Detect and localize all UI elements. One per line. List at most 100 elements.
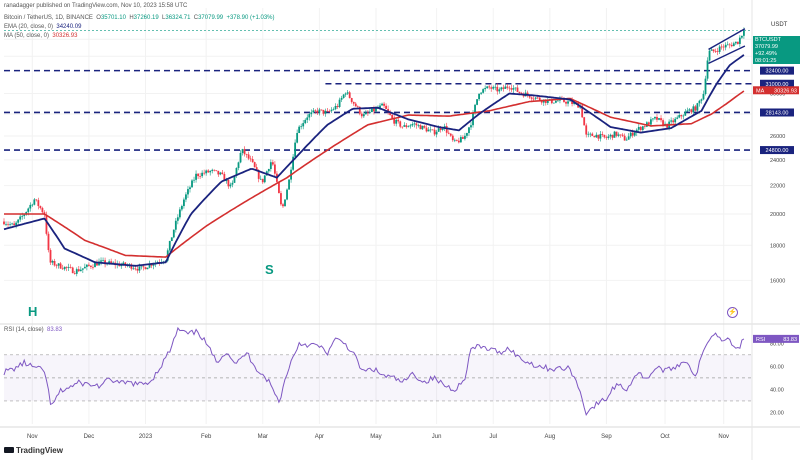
candle-body: [41, 208, 44, 213]
candle-body: [209, 170, 212, 173]
candle-body: [51, 261, 54, 263]
candle-body: [722, 46, 725, 48]
candle-body: [690, 109, 693, 113]
candle-body: [354, 103, 357, 107]
ma-legend[interactable]: MA (50, close, 0) 30326.93: [4, 33, 77, 39]
rsi-line[interactable]: [3, 326, 745, 416]
candle-body: [605, 137, 608, 139]
candle-body: [98, 261, 100, 266]
candle-body: [581, 105, 584, 118]
candle-body: [369, 111, 371, 113]
rsi-legend-value: 83.83: [47, 327, 63, 333]
x-tick-label: Feb: [201, 434, 212, 440]
high-label: H: [129, 15, 134, 21]
candle-body: [320, 109, 323, 111]
candle-body: [480, 92, 483, 94]
symbol-name[interactable]: Bitcoin / TetherUS, 1D, BINANCE: [4, 15, 93, 21]
candle-body: [601, 134, 604, 135]
indicator-tag: [753, 86, 799, 95]
rsi-tick-label: 40.00: [770, 387, 784, 393]
x-tick-label: Oct: [660, 434, 670, 440]
candle-body: [286, 189, 288, 200]
candle-body: [330, 109, 333, 112]
ema-legend-value: 34240.09: [56, 24, 82, 30]
candle-body: [191, 180, 193, 188]
indicator-tag-name: MA: [756, 88, 765, 94]
candle-body: [621, 134, 624, 136]
candle-body: [55, 265, 58, 267]
candle-body: [680, 115, 683, 117]
candle-body: [730, 44, 733, 47]
event-icon[interactable]: ⚡: [727, 307, 738, 318]
candle-body: [662, 120, 664, 126]
candle-body: [720, 46, 723, 48]
candle-body: [371, 108, 373, 112]
level-tag-label: 24800.00: [766, 148, 789, 154]
candle-body: [225, 179, 228, 182]
candle-body: [140, 266, 143, 268]
candle-body: [399, 121, 402, 127]
candle-body: [92, 266, 94, 268]
low-value: 36324.71: [165, 15, 191, 21]
candle-body: [3, 221, 5, 225]
candle-body: [494, 86, 497, 88]
candle-body: [716, 51, 719, 52]
candle-body: [146, 267, 149, 270]
candle-body: [217, 170, 220, 175]
candle-body: [633, 132, 636, 136]
candle-body: [453, 139, 456, 141]
channel-lower-line[interactable]: [708, 45, 746, 65]
candle-body: [122, 262, 125, 265]
y-tick-label: 22000: [770, 184, 785, 190]
candle-body: [557, 100, 559, 102]
candle-body: [358, 106, 361, 114]
rsi-tick-label: 20.00: [770, 410, 784, 416]
candle-body: [712, 49, 715, 52]
candle-body: [338, 99, 341, 107]
candle-body: [356, 106, 359, 108]
candle-body: [207, 170, 210, 173]
candle-body: [488, 86, 491, 88]
candle-body: [652, 118, 654, 120]
candle-body: [743, 30, 745, 36]
candle-body: [342, 94, 345, 98]
ema-legend[interactable]: EMA (20, close, 0) 34240.09: [4, 24, 81, 30]
ema20-line[interactable]: [3, 54, 745, 267]
candle-body: [288, 179, 290, 190]
candle-body: [336, 105, 339, 107]
x-tick-label: Apr: [315, 434, 324, 440]
x-tick-label: Nov: [27, 434, 38, 440]
candle-body: [284, 199, 286, 207]
rsi-tag-value: 83.83: [783, 337, 797, 343]
candle-body: [13, 223, 16, 226]
y-tick-label: 30000: [770, 91, 785, 97]
tradingview-logo-icon: [4, 447, 14, 453]
candle-body: [449, 133, 452, 136]
candle-body: [429, 129, 432, 131]
candle-body: [387, 108, 390, 112]
channel-upper-line[interactable]: [708, 28, 746, 50]
ma50-line[interactable]: [4, 90, 745, 258]
candle-body: [364, 112, 367, 115]
candle-body: [340, 97, 343, 100]
pattern-label-s: S: [265, 262, 274, 277]
candle-body: [170, 237, 173, 242]
candle-body: [676, 117, 679, 119]
candle-body: [732, 43, 735, 47]
candle-body: [67, 266, 70, 268]
rsi-legend[interactable]: RSI (14, close) 83.83: [4, 327, 62, 333]
candle-body: [490, 87, 493, 89]
close-value: 37079.99: [198, 15, 224, 21]
candle-body: [658, 118, 660, 120]
candle-body: [197, 173, 199, 177]
candle-body: [15, 222, 18, 226]
candle-body: [27, 208, 30, 212]
candle-body: [23, 214, 26, 216]
ema-legend-name: EMA (20, close, 0): [4, 24, 54, 30]
candle-body: [397, 119, 400, 122]
candle-body: [423, 125, 426, 128]
x-tick-label: Sep: [601, 434, 612, 440]
candle-body: [90, 265, 92, 267]
candle-body: [700, 99, 703, 101]
tradingview-logo[interactable]: TradingView: [4, 446, 63, 455]
